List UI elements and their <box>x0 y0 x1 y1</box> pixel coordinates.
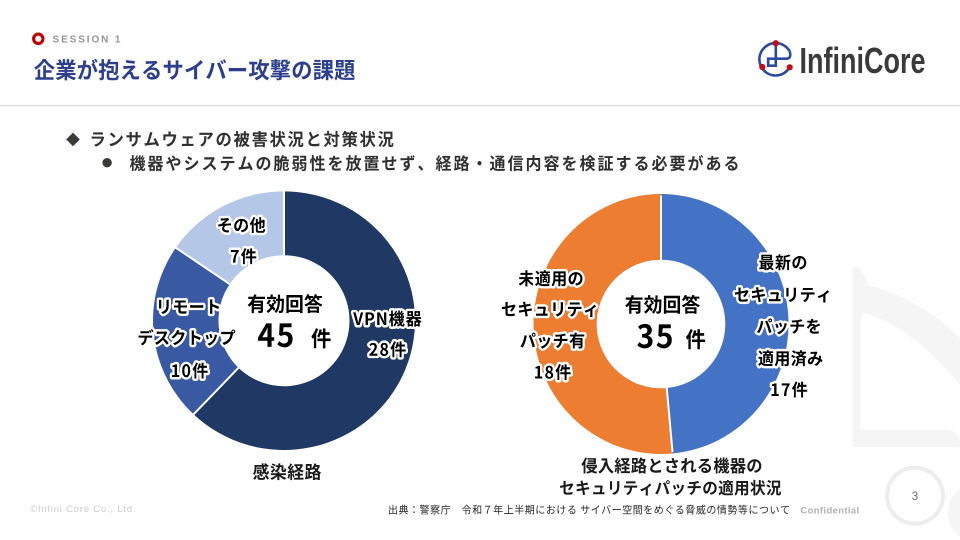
svg-text:SESSION 1: SESSION 1 <box>53 34 123 45</box>
svg-text:InfiniCore: InfiniCore <box>800 40 926 81</box>
svg-text:Confidential: Confidential <box>801 505 860 516</box>
svg-text:3: 3 <box>912 491 918 503</box>
svg-text:©Infini Core Co., Ltd.: ©Infini Core Co., Ltd. <box>30 504 136 515</box>
